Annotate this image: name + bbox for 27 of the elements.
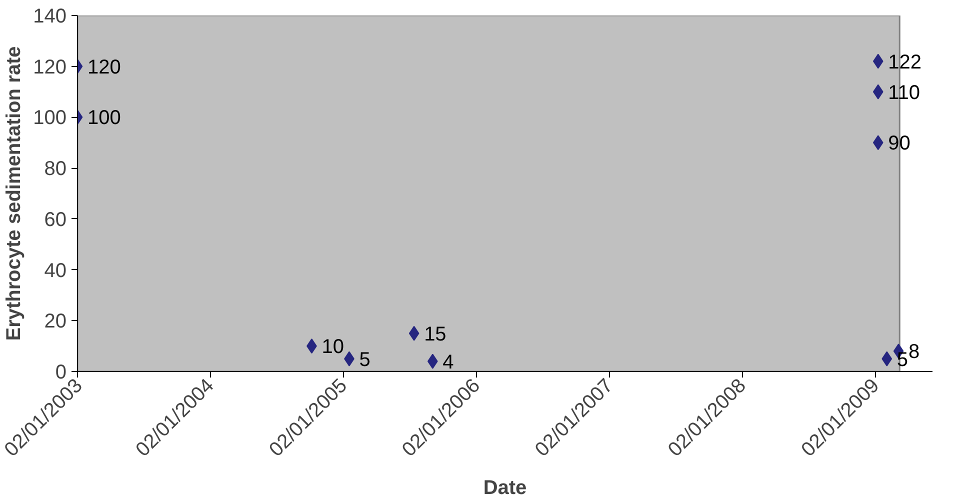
y-tick-label: 0 (55, 362, 66, 384)
point (882, 351, 892, 366)
data-label: 100 (88, 107, 121, 130)
point (872, 84, 884, 100)
y-tick-label: 120 (33, 56, 67, 78)
point (872, 135, 884, 150)
y-axis-title: Erythrocyte sedimentation rate (3, 46, 26, 341)
data-label: 122 (888, 51, 922, 74)
data-label: 90 (888, 132, 910, 155)
data-label: 5 (359, 348, 370, 371)
point (408, 326, 420, 341)
y-tick-label: 40 (44, 260, 67, 282)
point (427, 354, 438, 369)
data-label: 10 (322, 336, 344, 358)
y-tick-label: 20 (44, 310, 67, 333)
data-label: 5 (896, 348, 908, 371)
data-label: 120 (88, 56, 121, 78)
data-label: 15 (424, 323, 446, 346)
data-label: 4 (442, 351, 454, 374)
y-tick-label: 60 (44, 208, 67, 231)
y-tick-label: 100 (33, 107, 67, 130)
y-tick-label: 80 (44, 158, 67, 180)
y-tick-label: 140 (33, 6, 67, 28)
data-label: 8 (908, 341, 920, 364)
point (872, 54, 884, 69)
x-axis-title: Date (483, 476, 527, 499)
data-label: 110 (888, 82, 920, 104)
